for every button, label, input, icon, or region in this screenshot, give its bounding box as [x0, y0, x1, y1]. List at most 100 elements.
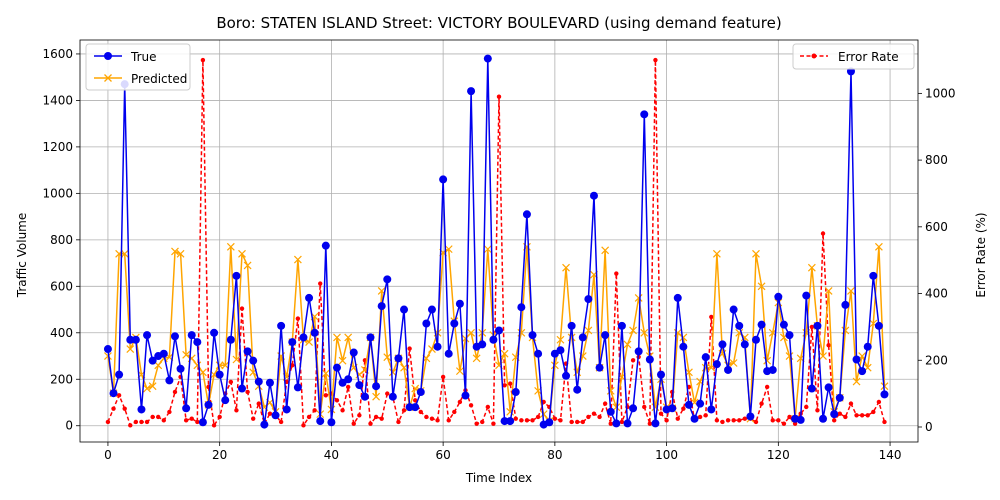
- point-predicted: [182, 350, 191, 359]
- y2-axis-label: Error Rate (%): [974, 212, 988, 297]
- legend-true-label: True: [130, 50, 157, 64]
- point-predicted: [623, 340, 632, 349]
- point-true: [779, 320, 788, 329]
- y-tick-label: 1200: [42, 140, 73, 154]
- point-error-rate: [720, 419, 725, 425]
- point-true: [305, 293, 314, 302]
- point-error-rate: [267, 411, 273, 416]
- point-true: [802, 291, 811, 300]
- point-error-rate: [396, 419, 401, 425]
- point-predicted: [847, 287, 855, 295]
- point-true: [522, 210, 531, 219]
- point-error-rate: [675, 416, 680, 421]
- y-tick-label: 1600: [42, 47, 73, 61]
- point-error-rate: [552, 416, 558, 421]
- point-error-rate: [591, 411, 597, 416]
- point-true: [282, 405, 291, 414]
- point-true: [310, 328, 319, 337]
- point-error-rate: [558, 418, 563, 423]
- legend-left: True Predicted: [85, 43, 191, 91]
- point-true: [271, 411, 280, 420]
- x-tick-label: 100: [655, 448, 678, 462]
- point-true: [349, 348, 358, 357]
- point-error-rate: [234, 408, 239, 413]
- point-true: [467, 87, 476, 96]
- point-error-rate: [167, 409, 172, 415]
- point-error-rate: [664, 418, 669, 423]
- point-true: [478, 340, 487, 349]
- point-error-rate: [172, 389, 178, 395]
- point-error-rate: [334, 398, 340, 403]
- point-error-rate: [111, 406, 116, 411]
- point-true: [394, 354, 403, 363]
- point-predicted: [550, 361, 559, 370]
- point-error-rate: [653, 57, 658, 63]
- point-error-rate: [496, 94, 502, 99]
- point-error-rate: [373, 414, 379, 420]
- point-error-rate: [306, 414, 312, 420]
- point-error-rate: [843, 414, 848, 420]
- point-predicted: [824, 287, 833, 295]
- point-predicted: [712, 249, 721, 258]
- point-true: [562, 371, 571, 380]
- point-error-rate: [809, 324, 815, 330]
- point-predicted: [338, 356, 347, 365]
- point-true: [830, 410, 839, 419]
- point-predicted: [483, 245, 492, 254]
- point-predicted: [176, 249, 185, 258]
- point-predicted: [752, 249, 760, 258]
- point-predicted: [388, 368, 397, 377]
- point-error-rate: [507, 381, 513, 386]
- legend-right: Error Rate: [792, 43, 915, 70]
- point-error-rate: [250, 416, 256, 421]
- point-error-rate: [787, 414, 792, 420]
- point-true: [260, 420, 269, 429]
- point-true: [288, 338, 297, 347]
- point-true: [293, 383, 302, 392]
- point-error-rate: [776, 418, 781, 423]
- y-tick-label: 400: [50, 326, 73, 340]
- point-true: [360, 392, 369, 401]
- point-error-rate: [429, 416, 435, 421]
- x-axis: 0 20 40 60 80 100 120 140: [104, 442, 902, 462]
- point-true: [528, 331, 537, 340]
- point-true: [143, 331, 152, 340]
- point-predicted: [757, 282, 766, 291]
- x-tick-label: 40: [324, 448, 339, 462]
- point-predicted: [819, 352, 827, 360]
- point-predicted: [293, 255, 302, 264]
- point-true: [645, 355, 654, 364]
- point-true: [159, 349, 168, 358]
- point-predicted: [763, 356, 772, 365]
- point-predicted: [584, 326, 593, 335]
- point-error-rate: [826, 343, 831, 348]
- point-true: [182, 404, 191, 413]
- point-predicted: [143, 384, 151, 393]
- point-error-rate: [480, 419, 485, 425]
- point-error-rate: [770, 418, 775, 423]
- point-true: [483, 54, 492, 63]
- point-true: [858, 367, 867, 376]
- point-true: [869, 271, 878, 280]
- point-error-rate: [424, 414, 429, 420]
- point-predicted: [701, 363, 710, 372]
- point-error-rate: [195, 419, 200, 425]
- point-true: [707, 405, 716, 414]
- point-true: [299, 333, 308, 342]
- point-true: [785, 331, 794, 340]
- point-true: [735, 321, 744, 330]
- point-true: [332, 363, 341, 372]
- point-error-rate: [602, 401, 608, 406]
- y2-tick-label: 0: [925, 420, 933, 434]
- point-error-rate: [714, 418, 720, 423]
- y-axis-label: Traffic Volume: [15, 213, 29, 299]
- legend-right-box: [792, 43, 915, 70]
- point-predicted: [852, 377, 861, 386]
- point-error-rate: [871, 409, 876, 415]
- point-true: [103, 345, 112, 354]
- y2-tick-label: 600: [925, 220, 948, 234]
- point-true: [126, 335, 135, 344]
- series-line-true: [107, 57, 886, 426]
- point-predicted: [215, 361, 224, 370]
- point-true: [383, 275, 392, 284]
